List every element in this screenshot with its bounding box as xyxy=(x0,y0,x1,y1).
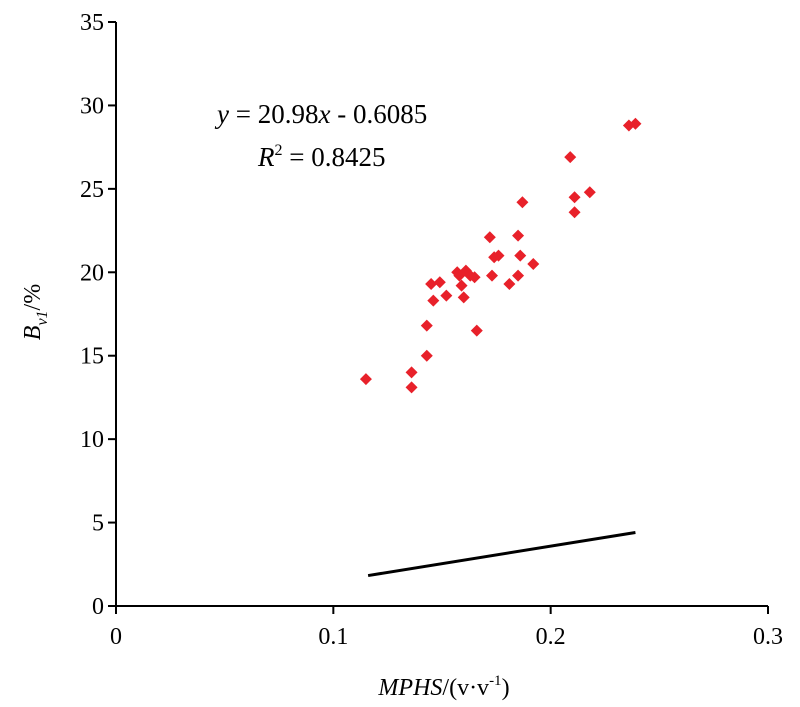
data-point xyxy=(457,291,470,304)
x-tick-label: 0.3 xyxy=(753,624,783,650)
data-point xyxy=(427,294,440,307)
data-point xyxy=(433,276,446,289)
data-point xyxy=(470,324,483,337)
data-point xyxy=(514,249,527,262)
x-tick-label: 0 xyxy=(110,624,122,650)
y-tick-label: 35 xyxy=(80,10,104,36)
data-point xyxy=(405,366,418,379)
data-point xyxy=(527,257,540,270)
r-squared-label: R2 = 0.8425 xyxy=(257,142,385,172)
y-axis-title: Bv1/% xyxy=(20,284,51,340)
x-axis-title: MPHS/(v·v-1) xyxy=(377,673,509,701)
data-point xyxy=(440,289,453,302)
data-point xyxy=(420,349,433,362)
data-point xyxy=(455,279,468,292)
data-point xyxy=(483,231,496,244)
data-point xyxy=(359,373,372,386)
data-point xyxy=(420,319,433,332)
data-point xyxy=(405,381,418,394)
data-point xyxy=(425,277,438,290)
y-tick-label: 25 xyxy=(80,177,104,203)
y-tick-label: 20 xyxy=(80,260,104,286)
data-point xyxy=(568,206,581,219)
y-tick-label: 0 xyxy=(92,594,104,620)
data-point xyxy=(485,269,498,282)
data-point xyxy=(468,271,481,284)
fit-equation: y = 20.98x - 0.6085 xyxy=(214,99,427,129)
data-point xyxy=(583,186,596,199)
trend-line xyxy=(367,531,636,578)
y-tick-label: 5 xyxy=(92,511,104,537)
data-point xyxy=(488,251,501,264)
data-point xyxy=(629,117,642,130)
y-tick-label: 10 xyxy=(80,427,104,453)
data-point xyxy=(512,269,525,282)
data-point xyxy=(503,277,516,290)
y-tick-label: 15 xyxy=(80,344,104,370)
data-point xyxy=(564,151,577,164)
x-tick-label: 0.1 xyxy=(318,624,348,650)
data-point xyxy=(568,191,581,204)
data-point xyxy=(492,249,505,262)
x-tick-label: 0.2 xyxy=(536,624,566,650)
data-point xyxy=(512,229,525,242)
data-point xyxy=(516,196,529,209)
y-tick-label: 30 xyxy=(80,93,104,119)
